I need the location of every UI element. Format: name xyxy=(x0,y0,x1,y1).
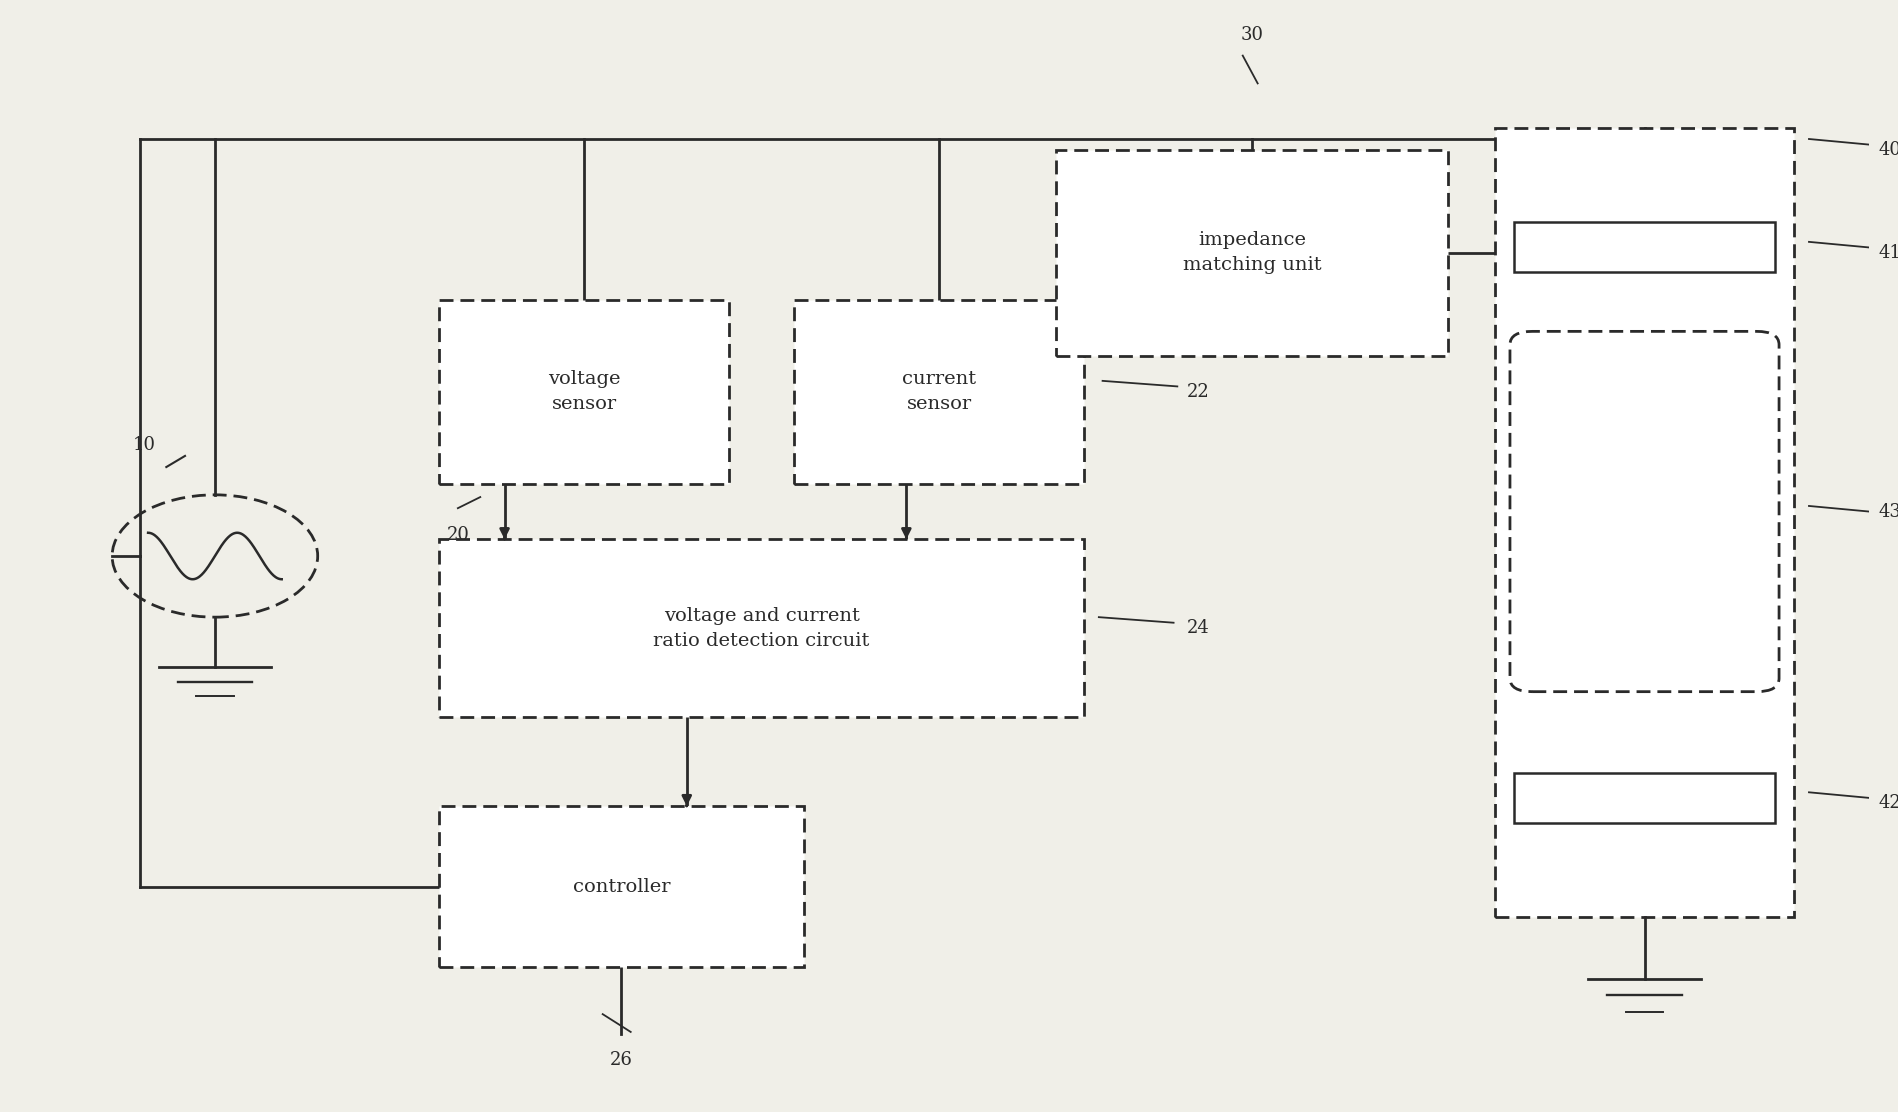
Text: 10: 10 xyxy=(133,436,156,455)
Bar xyxy=(793,300,1084,484)
Bar xyxy=(438,806,803,967)
Text: 26: 26 xyxy=(609,1051,632,1069)
Text: controller: controller xyxy=(573,877,670,896)
Text: voltage
sensor: voltage sensor xyxy=(547,370,621,414)
Text: 42: 42 xyxy=(1877,794,1898,813)
Text: 30: 30 xyxy=(1239,27,1262,44)
Text: impedance
matching unit: impedance matching unit xyxy=(1182,231,1321,275)
Text: 41: 41 xyxy=(1877,244,1898,262)
Bar xyxy=(438,300,729,484)
Text: 24: 24 xyxy=(1186,619,1209,637)
Text: 20: 20 xyxy=(446,526,469,544)
Text: 22: 22 xyxy=(1186,383,1209,401)
Bar xyxy=(1055,150,1448,356)
Bar xyxy=(438,539,1084,717)
Text: current
sensor: current sensor xyxy=(902,370,976,414)
Bar xyxy=(1513,222,1775,272)
Bar xyxy=(1513,773,1775,823)
Bar xyxy=(1494,128,1794,917)
Text: voltage and current
ratio detection circuit: voltage and current ratio detection circ… xyxy=(653,607,869,649)
Text: 40: 40 xyxy=(1877,141,1898,159)
FancyBboxPatch shape xyxy=(1509,331,1778,692)
Text: 43: 43 xyxy=(1877,503,1898,520)
